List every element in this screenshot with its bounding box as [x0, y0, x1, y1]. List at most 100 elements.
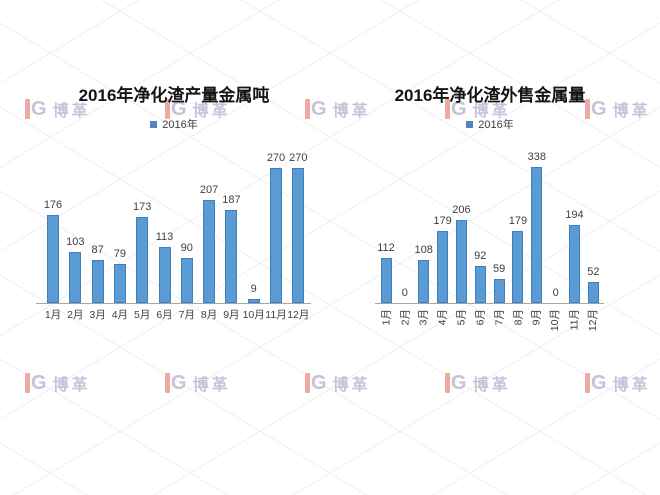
legend-label: 2016年	[478, 119, 514, 131]
bar	[113, 263, 126, 303]
brand-name: 博革	[52, 377, 91, 394]
brand-logo-icon: G	[591, 372, 607, 394]
legend-swatch-icon	[150, 120, 158, 128]
brand-logo-icon	[445, 373, 450, 393]
bar	[437, 231, 449, 303]
brand-logo-icon: G	[311, 372, 327, 394]
bar-value-label: 90	[180, 242, 193, 254]
x-axis-line	[36, 303, 311, 304]
bar	[531, 167, 543, 303]
x-tick-label: 12月	[587, 309, 600, 332]
bar-value-label: 87	[91, 243, 104, 256]
brand-name: 博革	[472, 377, 511, 394]
legend-label: 2016年	[162, 119, 198, 131]
bar-value-label: 92	[474, 250, 487, 262]
brand-logo-icon	[25, 373, 30, 393]
x-tick-label: 4月	[436, 309, 449, 326]
brand-logo-icon	[585, 373, 590, 393]
bar-value-label: 113	[155, 230, 174, 243]
bar	[418, 259, 430, 303]
bar-value-label: 207	[199, 183, 219, 196]
x-tick-label: 7月	[178, 309, 195, 321]
brand-logo-icon: G	[171, 372, 187, 394]
x-axis-line	[375, 303, 604, 304]
chart-sales: 2016年净化渣外售金属量 2016年 112 1月 0 2月 108 3月 179 4月 20…	[344, 76, 636, 351]
bar	[270, 168, 282, 303]
chart-title: 2016年净化渣外售金属量	[394, 86, 586, 105]
brand-logo-icon: G	[31, 372, 47, 394]
watermark-brand: G 博革	[585, 97, 651, 121]
brand-logo-icon	[25, 99, 30, 119]
brand-name: 博革	[332, 103, 371, 120]
bar-value-label: 0	[401, 287, 408, 299]
x-tick-label: 4月	[111, 309, 129, 321]
x-tick-label: 1月	[44, 309, 62, 321]
bar-value-label: 338	[527, 151, 546, 163]
bar	[292, 168, 305, 303]
x-tick-label: 6月	[474, 309, 487, 326]
watermark-brand: G 博革	[585, 371, 651, 395]
brand-logo-icon: G	[451, 372, 467, 394]
brand-logo-icon: G	[311, 98, 327, 120]
watermark-brand: G 博革	[305, 97, 371, 121]
bar	[158, 246, 171, 303]
chart-production: 2016年净化渣产量金属吨 2016年 176 1月 103 2月 87 3月 79 4月 17…	[18, 76, 330, 351]
watermark-brand: G 博革	[165, 97, 231, 121]
brand-logo-icon: G	[171, 98, 187, 120]
bar	[247, 298, 260, 303]
bar-value-label: 0	[552, 287, 559, 299]
bar-value-label: 79	[113, 247, 127, 260]
watermark-brand: G 博革	[25, 97, 91, 121]
brand-name: 博革	[332, 377, 371, 394]
brand-logo-icon	[585, 99, 590, 119]
x-tick-label: 10月	[549, 309, 562, 332]
watermark-brand: G 博革	[25, 371, 91, 395]
bar-value-label: 108	[414, 243, 433, 256]
bar-value-label: 173	[133, 200, 152, 213]
brand-logo-icon: G	[451, 98, 467, 120]
bar-value-label: 179	[508, 215, 528, 227]
bar	[455, 220, 467, 303]
bar	[225, 209, 238, 303]
bar	[380, 257, 392, 303]
bar-value-label: 112	[377, 241, 395, 254]
legend-swatch-icon	[466, 120, 474, 128]
x-tick-label: 11月	[568, 309, 581, 331]
bar	[69, 251, 82, 303]
brand-name: 博革	[612, 103, 651, 120]
x-tick-label: 8月	[511, 309, 524, 326]
bar-value-label: 206	[452, 204, 471, 217]
plot-area: 176 1月 103 2月 87 3月 79 4月 173 5月 113 6月 90 7月 207 8月 187…	[18, 76, 330, 351]
brand-logo-icon	[305, 373, 310, 393]
bar	[203, 199, 216, 303]
bar-value-label: 176	[43, 199, 63, 211]
x-tick-label: 5月	[134, 309, 151, 321]
brand-logo-icon	[165, 373, 170, 393]
chart-title: 2016年净化渣产量金属吨	[78, 86, 270, 105]
bar-value-label: 9	[250, 282, 257, 295]
bar-value-label: 270	[266, 152, 286, 164]
brand-name: 博革	[52, 103, 91, 120]
x-tick-label: 6月	[156, 309, 173, 321]
x-tick-label: 10月	[242, 309, 265, 321]
bar	[587, 282, 599, 303]
bar	[180, 258, 193, 303]
brand-logo-icon	[305, 99, 310, 119]
bar	[91, 259, 104, 303]
plot-area: 112 1月 0 2月 108 3月 179 4月 206 5月 92 6月 59 7月 179 8月 338 9…	[344, 76, 636, 351]
bar-value-label: 103	[66, 235, 85, 248]
x-tick-label: 5月	[455, 309, 468, 326]
x-tick-label: 12月	[287, 309, 310, 321]
brand-name: 博革	[192, 103, 231, 120]
x-tick-label: 2月	[398, 309, 411, 326]
x-tick-label: 3月	[417, 309, 430, 326]
watermark-brand: G 博革	[305, 371, 371, 395]
bar	[493, 279, 505, 303]
bar-value-label: 194	[565, 208, 584, 221]
x-tick-label: 9月	[223, 309, 240, 321]
bar-value-label: 59	[492, 263, 506, 276]
x-tick-label: 7月	[493, 309, 506, 326]
x-tick-label: 3月	[89, 309, 106, 321]
bar-value-label: 179	[433, 215, 452, 227]
